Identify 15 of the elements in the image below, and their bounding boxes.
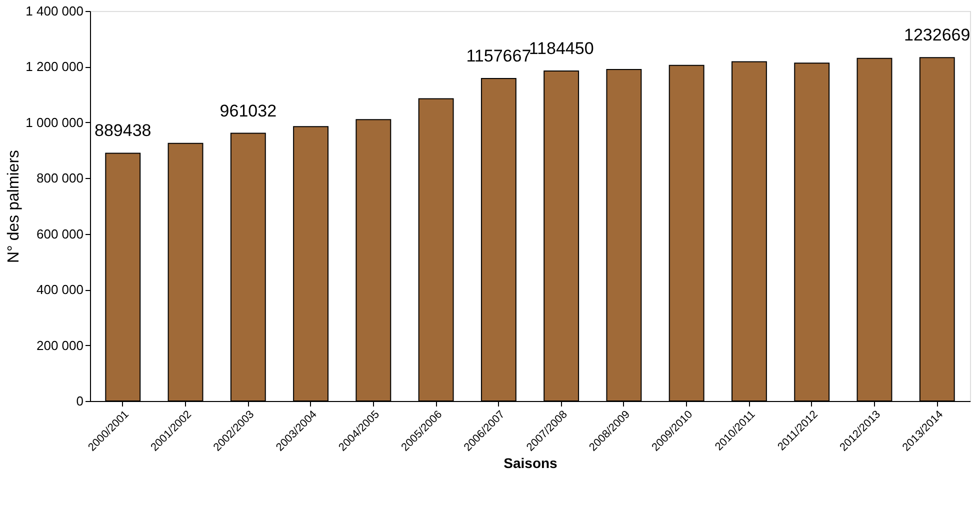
data-label: 1184450: [528, 39, 594, 58]
y-tick-label: 1 000 000: [26, 114, 84, 130]
data-label: 1157667: [466, 46, 532, 66]
data-label: 1232669: [904, 26, 970, 45]
y-tick-label: 800 000: [36, 170, 84, 186]
y-tick-label: 600 000: [36, 226, 84, 242]
y-axis-title: N° des palmiers: [6, 150, 23, 264]
y-tick-label: 400 000: [36, 282, 84, 298]
y-tick-label: 200 000: [36, 338, 84, 353]
x-axis-title: Saisons: [504, 455, 558, 472]
data-label: 889438: [94, 121, 152, 140]
y-tick-label: 1 400 000: [26, 4, 84, 18]
y-tick-label: 0: [76, 394, 84, 408]
y-tick-label: 1 200 000: [26, 59, 84, 74]
data-label: 961032: [220, 101, 277, 120]
